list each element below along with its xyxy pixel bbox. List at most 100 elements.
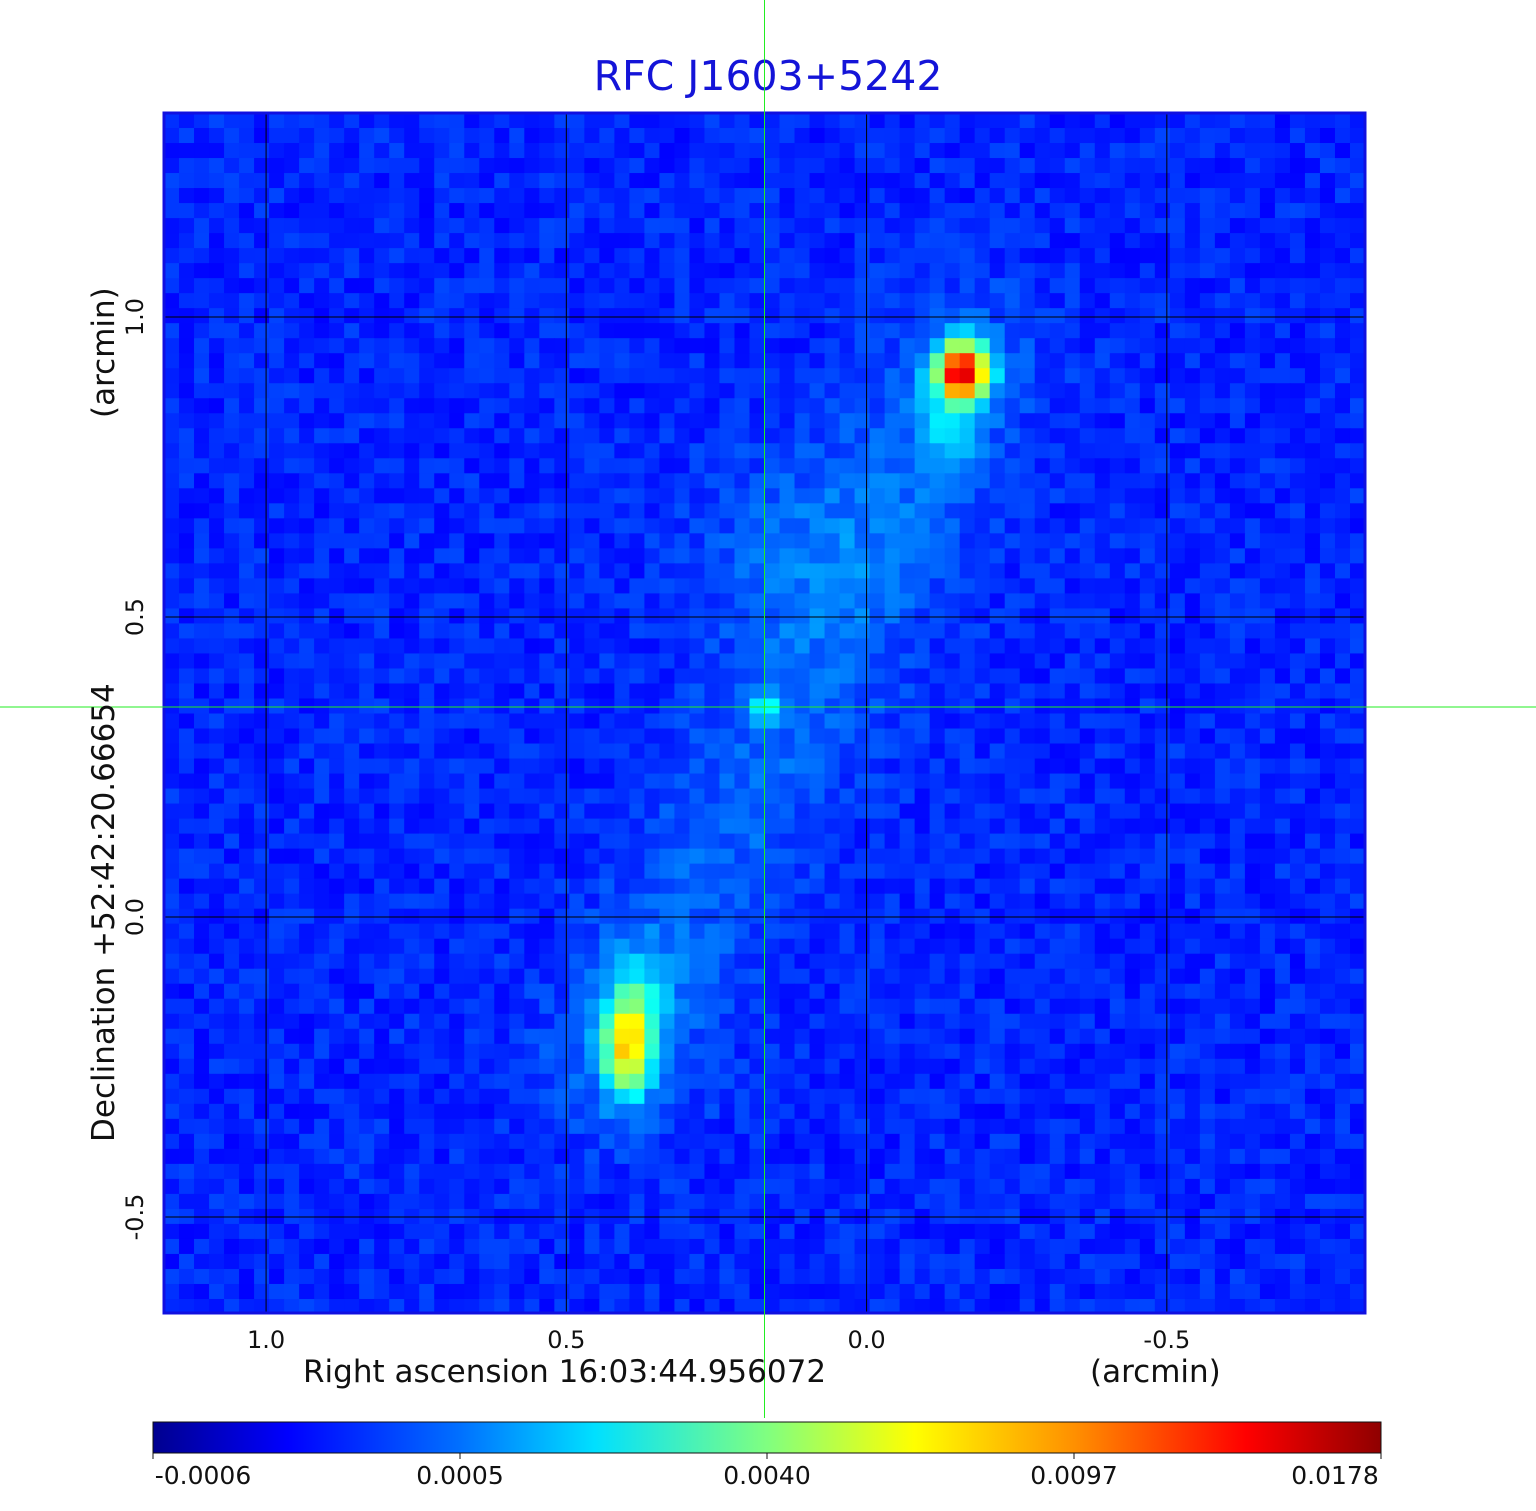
heatmap-cell	[404, 503, 420, 519]
heatmap-cell	[1034, 788, 1051, 805]
heatmap-cell	[824, 188, 841, 204]
heatmap-cell	[869, 473, 886, 489]
heatmap-cell	[344, 383, 360, 399]
heatmap-cell	[1244, 188, 1261, 204]
heatmap-cell	[374, 833, 390, 850]
heatmap-cell	[1094, 458, 1111, 474]
heatmap-cell	[1049, 398, 1066, 414]
heatmap-cell	[1214, 143, 1231, 159]
heatmap-cell	[674, 233, 691, 249]
heatmap-cell	[434, 758, 450, 775]
heatmap-cell	[569, 623, 585, 640]
heatmap-cell	[494, 203, 510, 219]
heatmap-cell	[584, 668, 600, 685]
heatmap-cell	[539, 1043, 555, 1060]
heatmap-cell	[749, 923, 766, 940]
heatmap-cell	[674, 563, 691, 579]
heatmap-cell	[839, 533, 856, 549]
heatmap-cell	[899, 323, 916, 339]
heatmap-cell	[539, 728, 555, 745]
heatmap-cell	[899, 878, 916, 895]
heatmap-cell	[629, 188, 645, 204]
heatmap-cell	[599, 338, 615, 354]
heatmap-cell	[164, 413, 180, 429]
heatmap-cell	[314, 548, 330, 564]
heatmap-cell	[554, 758, 570, 775]
heatmap-cell	[314, 518, 330, 534]
heatmap-cell	[164, 728, 180, 745]
heatmap-cell	[1004, 728, 1021, 745]
heatmap-cell	[899, 713, 916, 730]
heatmap-cell	[1064, 113, 1081, 129]
heatmap-cell	[944, 308, 961, 324]
heatmap-cell	[614, 758, 630, 775]
heatmap-cell	[509, 908, 525, 925]
heatmap-cell	[224, 113, 240, 129]
heatmap-cell	[524, 428, 540, 444]
heatmap-cell	[1034, 803, 1051, 820]
heatmap-cell	[1049, 323, 1066, 339]
heatmap-cell	[1274, 923, 1291, 940]
heatmap-cell	[1259, 308, 1276, 324]
heatmap-cell	[1259, 128, 1276, 144]
heatmap-cell	[494, 128, 510, 144]
heatmap-cell	[569, 203, 585, 219]
heatmap-cell	[1349, 1028, 1365, 1045]
heatmap-cell	[629, 548, 645, 564]
heatmap-cell	[1154, 443, 1171, 459]
heatmap-cell	[629, 743, 645, 760]
heatmap-cell	[689, 173, 706, 189]
heatmap-cell	[779, 503, 796, 519]
heatmap-cell	[629, 983, 645, 1000]
heatmap-cell	[1079, 308, 1096, 324]
heatmap-cell	[1274, 623, 1291, 640]
heatmap-cell	[569, 503, 585, 519]
heatmap-cell	[509, 893, 525, 910]
heatmap-cell	[494, 1028, 510, 1045]
heatmap-cell	[839, 743, 856, 760]
heatmap-cell	[224, 338, 240, 354]
heatmap-cell	[944, 833, 961, 850]
heatmap-cell	[929, 308, 946, 324]
heatmap-cell	[299, 923, 315, 940]
heatmap-cell	[1244, 563, 1261, 579]
heatmap-cell	[329, 803, 345, 820]
heatmap-cell	[869, 653, 886, 670]
heatmap-cell	[209, 608, 225, 625]
heatmap-cell	[179, 173, 195, 189]
heatmap-cell	[434, 323, 450, 339]
heatmap-cell	[1214, 893, 1231, 910]
heatmap-cell	[794, 938, 811, 955]
heatmap-cell	[1349, 698, 1365, 715]
heatmap-cell	[959, 998, 976, 1015]
heatmap-cell	[989, 878, 1006, 895]
heatmap-cell	[1094, 923, 1111, 940]
heatmap-cell	[269, 548, 285, 564]
heatmap-cell	[329, 368, 345, 384]
heatmap-cell	[659, 488, 676, 504]
heatmap-cell	[164, 878, 180, 895]
heatmap-cell	[209, 908, 225, 925]
heatmap-cell	[1334, 563, 1351, 579]
heatmap-cell	[509, 623, 525, 640]
heatmap-cell	[1094, 788, 1111, 805]
heatmap-cell	[899, 368, 916, 384]
heatmap-cell	[899, 113, 916, 129]
heatmap-cell	[1169, 953, 1186, 970]
heatmap-cell	[569, 593, 585, 610]
heatmap-cell	[659, 533, 676, 549]
heatmap-cell	[644, 1043, 661, 1060]
heatmap-cell	[899, 608, 916, 625]
heatmap-cell	[464, 143, 480, 159]
heatmap-cell	[569, 413, 585, 429]
heatmap-cell	[1064, 983, 1081, 1000]
heatmap-cell	[539, 848, 555, 865]
heatmap-cell	[1334, 323, 1351, 339]
heatmap-cell	[524, 533, 540, 549]
heatmap-cell	[464, 338, 480, 354]
heatmap-cell	[1049, 698, 1066, 715]
heatmap-cell	[1124, 263, 1141, 279]
heatmap-cell	[479, 578, 495, 594]
heatmap-cell	[1199, 983, 1216, 1000]
heatmap-cell	[944, 548, 961, 564]
